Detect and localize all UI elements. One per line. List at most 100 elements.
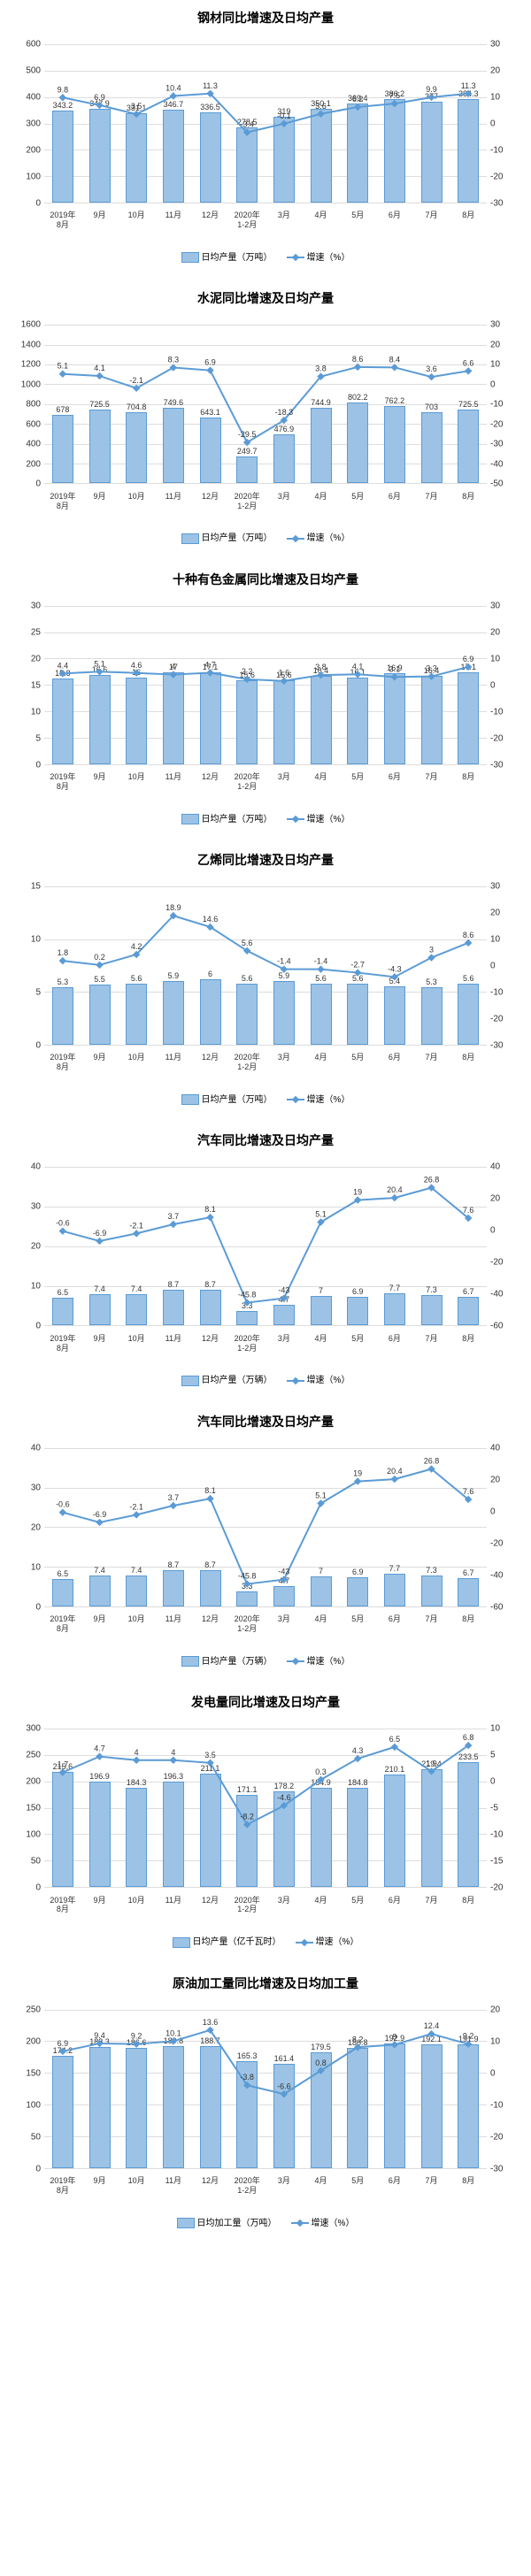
line-value-label: 3.5	[131, 102, 142, 111]
x-label: 8月	[450, 1614, 487, 1634]
y-tick-right: 20	[490, 1194, 500, 1204]
y-tick-right: 20	[490, 340, 500, 349]
line-value-label: 4.4	[58, 661, 69, 670]
legend-bar-item: 日均产量（万吨）	[181, 530, 273, 543]
line-svg: 1.80.24.218.914.65.6-1.4-1.4-2.7-4.338.6	[44, 886, 487, 1045]
legend: 日均产量（万吨）增速（%）	[9, 530, 522, 543]
x-label: 12月	[192, 492, 229, 511]
x-label: 2020年1-2月	[228, 1614, 266, 1634]
legend-line-swatch	[287, 818, 304, 820]
line-marker	[465, 90, 472, 97]
y-tick-right: -10	[490, 1830, 503, 1840]
line-marker	[243, 439, 250, 446]
y-tick-right: -30	[490, 760, 503, 770]
y-tick-right: -30	[490, 1041, 503, 1051]
line-value-label: 11.3	[203, 81, 218, 90]
line-value-label: 2.2	[242, 667, 253, 676]
x-label: 2020年1-2月	[228, 772, 266, 792]
x-label: 6月	[376, 492, 413, 511]
line-marker	[281, 1295, 288, 1302]
chart-title: 钢材同比增速及日均产量	[9, 9, 522, 27]
legend-line-swatch	[287, 1099, 304, 1100]
line-value-label: 5.1	[94, 659, 105, 668]
line-marker	[391, 2041, 398, 2048]
plot-area: 5.35.55.65.965.65.95.65.65.45.35.61.80.2…	[44, 886, 487, 1046]
legend-bar-item: 日均产量（万吨）	[181, 811, 273, 824]
x-label: 6月	[376, 1614, 413, 1634]
x-axis-labels: 2019年8月9月10月11月12月2020年1-2月3月4月5月6月7月8月	[44, 1053, 487, 1072]
line-value-label: 10.1	[165, 2028, 181, 2037]
line-marker	[206, 669, 213, 676]
line-marker	[133, 669, 140, 676]
line-value-label: 4.7	[204, 660, 216, 669]
line-marker	[465, 663, 472, 670]
line-value-label: 3	[429, 946, 434, 954]
x-label: 3月	[266, 1896, 303, 1915]
line-value-label: -0.6	[56, 1500, 70, 1509]
line-marker	[206, 1760, 213, 1767]
line-value-label: -2.1	[129, 376, 143, 385]
chart-area: 0100200300400500600-30-20-100102030343.2…	[9, 35, 522, 248]
line-value-label: 8.3	[168, 356, 180, 364]
line-marker	[317, 671, 324, 678]
y-tick-right: -50	[490, 479, 503, 489]
y-tick-right: -60	[490, 1602, 503, 1612]
legend: 日均产量（万吨）增速（%）	[9, 249, 522, 263]
y-tick-left: 200	[26, 2036, 41, 2046]
y-tick-right: 20	[490, 66, 500, 76]
y-tick-left: 0	[35, 1322, 41, 1331]
x-label: 2019年8月	[44, 772, 81, 792]
line-value-label: 1.9	[426, 1760, 437, 1768]
gridline	[44, 1606, 487, 1607]
line-value-label: -2.1	[129, 1222, 143, 1230]
line-value-label: 3.7	[168, 1212, 180, 1221]
chart-title: 汽车同比增速及日均产量	[9, 1131, 522, 1149]
y-tick-left: 40	[31, 1162, 41, 1172]
line-svg: -0.6-6.9-2.13.78.1-45.8-435.11920.426.87…	[44, 1448, 487, 1606]
y-tick-left: 1600	[21, 320, 41, 330]
line-value-label: 7.6	[463, 1487, 474, 1496]
line-value-label: 26.8	[424, 1456, 440, 1465]
plot-area: 15.816.6161717.115.615.616.416.116.916.4…	[44, 606, 487, 765]
x-label: 10月	[118, 1896, 155, 1915]
x-label: 6月	[376, 211, 413, 230]
line-marker	[96, 372, 103, 380]
x-label: 2019年8月	[44, 1334, 81, 1353]
y-tick-left: 800	[26, 400, 41, 410]
line-value-label: -1.4	[314, 957, 328, 966]
line-value-label: -18.3	[275, 408, 294, 417]
x-axis-labels: 2019年8月9月10月11月12月2020年1-2月3月4月5月6月7月8月	[44, 1896, 487, 1915]
line-value-label: 9.8	[58, 85, 69, 94]
x-label: 4月	[303, 1896, 340, 1915]
line-value-label: 13.6	[203, 2017, 219, 2026]
line-marker	[133, 1230, 140, 1238]
legend-line-swatch	[296, 1942, 313, 1944]
y-tick-left: 300	[26, 1724, 41, 1734]
line-marker	[243, 675, 250, 682]
y-tick-left: 400	[26, 93, 41, 103]
y-tick-left: 20	[31, 1522, 41, 1532]
x-label: 7月	[413, 492, 450, 511]
line-marker	[170, 1221, 177, 1228]
y-tick-left: 1200	[21, 360, 41, 370]
line-value-label: 9.4	[94, 2031, 105, 2040]
legend-bar-swatch	[177, 2218, 195, 2228]
x-label: 2019年8月	[44, 1896, 81, 1915]
line-svg: 5.14.1-2.18.36.9-29.5-18.33.88.68.43.66.…	[44, 325, 487, 483]
y-tick-left: 100	[26, 172, 41, 182]
legend-line-swatch	[287, 1660, 304, 1662]
x-label: 8月	[450, 772, 487, 792]
x-label: 11月	[155, 492, 192, 511]
y-tick-right: -20	[490, 1883, 503, 1893]
line-marker	[281, 677, 288, 684]
trend-line	[63, 94, 468, 133]
legend: 日均产量（万吨）增速（%）	[9, 1092, 522, 1105]
line-marker	[96, 668, 103, 675]
x-label: 4月	[303, 772, 340, 792]
legend-line-item: 增速（%）	[287, 1092, 350, 1105]
x-label: 5月	[339, 1334, 376, 1353]
y-tick-right: 0	[490, 2068, 496, 2078]
legend-bar-item: 日均产量（万吨）	[181, 249, 273, 263]
y-tick-right: 20	[490, 908, 500, 918]
y-tick-right: 5	[490, 1751, 496, 1760]
